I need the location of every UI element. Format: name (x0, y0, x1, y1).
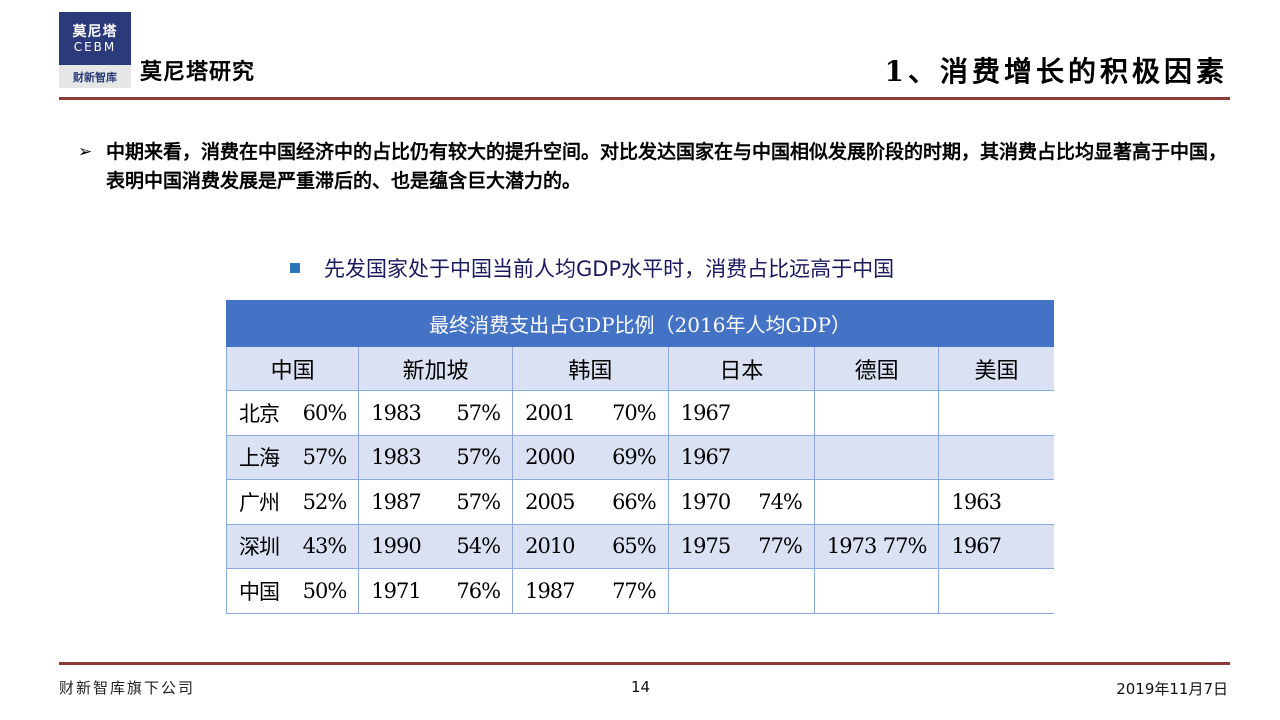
logo-cn-text: 莫尼塔 (72, 23, 118, 40)
year-value: 2000 (525, 445, 575, 470)
ratio-value: 77% (882, 534, 928, 559)
year-value: 2005 (525, 489, 575, 514)
table-caption: 先发国家处于中国当前人均GDP水平时，消费占比远高于中国 (290, 253, 894, 283)
arrow-bullet-icon: ➢ (78, 142, 93, 162)
square-bullet-icon (290, 263, 300, 273)
year-value: 1970 (680, 489, 731, 514)
year-value: 1983 (371, 400, 421, 425)
ratio-value: 66% (612, 489, 657, 514)
year-value: 1987 (371, 489, 421, 514)
footer-company: 财新智库旗下公司 (59, 679, 196, 697)
logo-mark: 莫尼塔 CEBM (59, 12, 131, 65)
ratio-value: 77% (612, 578, 657, 603)
logo-en-text: CEBM (73, 39, 117, 54)
col-header-japan: 日本 (667, 346, 815, 391)
year-value: 1975 (680, 534, 731, 559)
ratio-value: 77% (758, 534, 803, 559)
col-header-usa: 美国 (938, 346, 1054, 391)
col-header-singapore: 新加坡 (358, 346, 514, 391)
city-name: 上海 (239, 446, 280, 471)
ratio-value: 70% (612, 400, 657, 425)
table-row: 中国 50% 1971 76% 1987 77% (225, 568, 1054, 614)
bullet-paragraph: ➢ 中期来看，消费在中国经济中的占比仍有较大的提升空间。对比发达国家在与中国相似… (78, 138, 1228, 196)
ratio-value: 52% (302, 489, 348, 514)
ratio-value: 60% (302, 400, 348, 425)
city-name: 中国 (239, 579, 280, 604)
header-divider (59, 97, 1230, 100)
ratio-value: 50% (302, 578, 348, 603)
footer-date: 2019年11月7日 (1116, 680, 1228, 698)
ratio-value: 43% (302, 534, 348, 559)
year-value: 1963 (951, 489, 1001, 514)
logo-sub-text: 财新智库 (59, 65, 131, 88)
ratio-value: 69% (612, 445, 657, 470)
logo: 莫尼塔 CEBM 财新智库 (59, 12, 131, 88)
table-title: 最终消费支出占GDP比例（2016年人均GDP） (226, 300, 1054, 347)
ratio-value: 54% (456, 534, 501, 559)
page-title: 1、消费增长的积极因素 (884, 55, 1228, 88)
table-caption-text: 先发国家处于中国当前人均GDP水平时，消费占比远高于中国 (324, 257, 895, 281)
page-number: 14 (631, 678, 651, 696)
table-row: 北京 60% 1983 57% 2001 70% 1967 (225, 390, 1054, 436)
year-value: 2010 (525, 534, 575, 559)
year-value: 1973 (826, 534, 877, 559)
year-value: 1967 (680, 445, 731, 470)
footer-divider (59, 662, 1230, 665)
ratio-value: 65% (612, 534, 657, 559)
col-header-china: 中国 (225, 346, 360, 391)
year-value: 1987 (525, 578, 575, 603)
city-name: 广州 (239, 490, 280, 515)
col-header-korea: 韩国 (512, 346, 669, 391)
year-value: 2001 (525, 400, 575, 425)
ratio-value: 57% (456, 489, 501, 514)
ratio-value: 74% (758, 489, 803, 514)
table-row: 深圳 43% 1990 54% 2010 65% 1975 77% 1973 77% 19… (225, 523, 1054, 569)
ratio-value: 57% (302, 445, 348, 470)
year-value: 1967 (951, 534, 1001, 559)
year-value: 1971 (371, 578, 421, 603)
ratio-value: 76% (456, 578, 501, 603)
brand-name: 莫尼塔研究 (140, 59, 256, 85)
ratio-value: 57% (456, 445, 501, 470)
year-value: 1983 (371, 445, 421, 470)
year-value: 1967 (680, 400, 731, 425)
table-row: 广州 52% 1987 57% 2005 66% 1970 74% 1963 (225, 479, 1054, 525)
year-value: 1990 (371, 534, 421, 559)
consumption-ratio-table: 最终消费支出占GDP比例（2016年人均GDP） 中国 新加坡 韩国 日本 德国… (225, 300, 1054, 614)
city-name: 深圳 (239, 535, 280, 560)
ratio-value: 57% (456, 400, 501, 425)
table-row: 上海 57% 1983 57% 2000 69% 1967 (225, 434, 1054, 480)
col-header-germany: 德国 (813, 346, 940, 391)
bullet-text: 中期来看，消费在中国经济中的占比仍有较大的提升空间。对比发达国家在与中国相似发展… (106, 141, 1228, 192)
city-name: 北京 (239, 401, 280, 426)
